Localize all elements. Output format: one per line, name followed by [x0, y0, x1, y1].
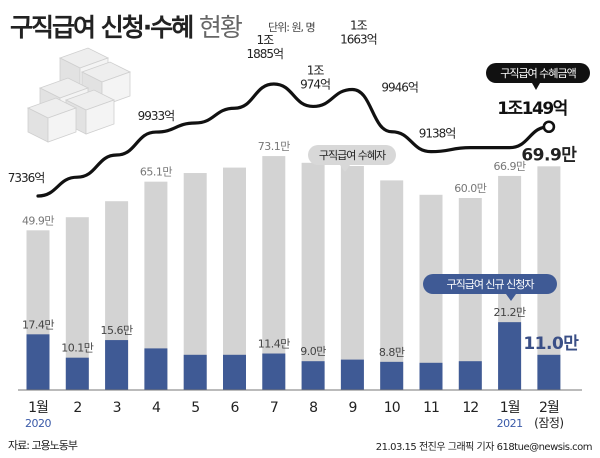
- x-tick-label: 6: [231, 400, 240, 416]
- x-tick-label: 7: [270, 400, 278, 416]
- x-tick-label: 9: [348, 400, 356, 416]
- recipient-value-label: 65.1만: [140, 166, 172, 179]
- year-label: 2020: [25, 417, 51, 430]
- x-tick-label: 5: [191, 400, 199, 416]
- recipient-callout-pointer: [340, 165, 350, 172]
- applicant-bar: [419, 362, 443, 390]
- recipient-bar: [144, 181, 168, 390]
- x-tick-label: 8: [309, 400, 317, 416]
- amount-value-label: 7336억: [8, 171, 45, 185]
- applicant-bar: [262, 353, 286, 390]
- chart-title: 구직급여 신청·수혜 현황: [10, 13, 243, 42]
- applicant-bar: [458, 361, 482, 390]
- x-tick-label: 10: [384, 400, 400, 416]
- x-tick-label: 11: [423, 400, 439, 416]
- applicant-callout-label: 구직급여 신규 신청자: [446, 278, 534, 291]
- amount-value-label: 9933억: [138, 109, 175, 123]
- amount-line-endpoint: [542, 120, 556, 134]
- applicant-value-label: 8.8만: [379, 346, 405, 359]
- year-label: 2021: [497, 417, 523, 430]
- applicant-value-label: 11.4만: [258, 338, 290, 351]
- amount-callout-pointer: [532, 83, 540, 90]
- x-tick-label: 4: [152, 400, 161, 416]
- amount-callout-box: [486, 63, 590, 83]
- applicant-bar: [301, 361, 325, 390]
- applicant-value-label: 17.4만: [22, 318, 54, 331]
- applicant-value-label: 10.1만: [61, 342, 93, 355]
- applicant-bar: [340, 359, 364, 390]
- amount-callout-label: 구직급여 수혜금액: [500, 67, 575, 80]
- recipient-bar: [301, 162, 325, 390]
- applicant-bar: [223, 354, 246, 390]
- x-tick-label: 2월: [539, 400, 559, 416]
- amount-line: [36, 82, 551, 198]
- amount-latest-label: 1조149억: [497, 99, 567, 119]
- applicant-bar: [144, 348, 168, 390]
- amount-value-label: 1조 1663억: [340, 18, 377, 46]
- recipient-bar: [380, 180, 404, 390]
- applicant-value-label: 15.6만: [101, 324, 133, 337]
- amount-value-label: 1조 1885억: [247, 33, 284, 61]
- applicant-bar: [498, 322, 522, 390]
- paper-stack-illustration: [85, 99, 115, 135]
- applicant-value-label: 9.0만: [300, 345, 326, 358]
- applicant-bar: [65, 357, 89, 390]
- applicant-bar: [183, 354, 207, 390]
- recipient-bar: [65, 217, 89, 390]
- paper-stack-illustration: [47, 107, 77, 143]
- x-tick-label: 2: [73, 400, 81, 416]
- recipient-value-label: 60.0만: [454, 182, 486, 195]
- x-tick-label: 1월: [500, 400, 520, 416]
- applicant-bar: [380, 361, 404, 390]
- recipient-callout-label: 구직급여 수혜자: [319, 149, 386, 162]
- recipient-bar: [340, 166, 364, 390]
- credit-label: 21.03.15 전진우 그래픽 기자 618tue@newsis.com: [375, 442, 593, 453]
- recipient-value-label: 69.9만: [521, 145, 577, 165]
- unit-label: 단위: 원, 명: [268, 21, 316, 34]
- recipient-bar: [183, 173, 207, 390]
- year-label: (잠정): [534, 416, 563, 430]
- x-tick-label: 12: [462, 400, 478, 416]
- applicant-bar: [26, 334, 50, 390]
- recipient-callout-box: [308, 145, 396, 165]
- amount-value-label: 9138억: [419, 127, 456, 141]
- x-tick-label: 3: [113, 400, 121, 416]
- source-label: 자료: 고용노동부: [8, 439, 78, 452]
- applicant-bar: [105, 340, 129, 390]
- recipient-bar: [262, 156, 286, 390]
- recipient-bar: [223, 167, 246, 390]
- recipient-value-label: 49.9만: [22, 214, 54, 227]
- applicant-callout-box: [423, 274, 557, 294]
- applicant-bar: [537, 354, 561, 390]
- applicant-value-label: 21.2만: [494, 306, 526, 319]
- amount-value-label: 9946억: [381, 81, 418, 95]
- recipient-value-label: 73.1만: [258, 140, 290, 153]
- applicant-callout-pointer: [506, 294, 516, 301]
- applicant-value-label: 11.0만: [523, 334, 579, 354]
- x-tick-label: 1월: [28, 400, 48, 416]
- recipient-value-label: 66.9만: [494, 160, 526, 173]
- amount-value-label: 1조 974억: [300, 63, 330, 91]
